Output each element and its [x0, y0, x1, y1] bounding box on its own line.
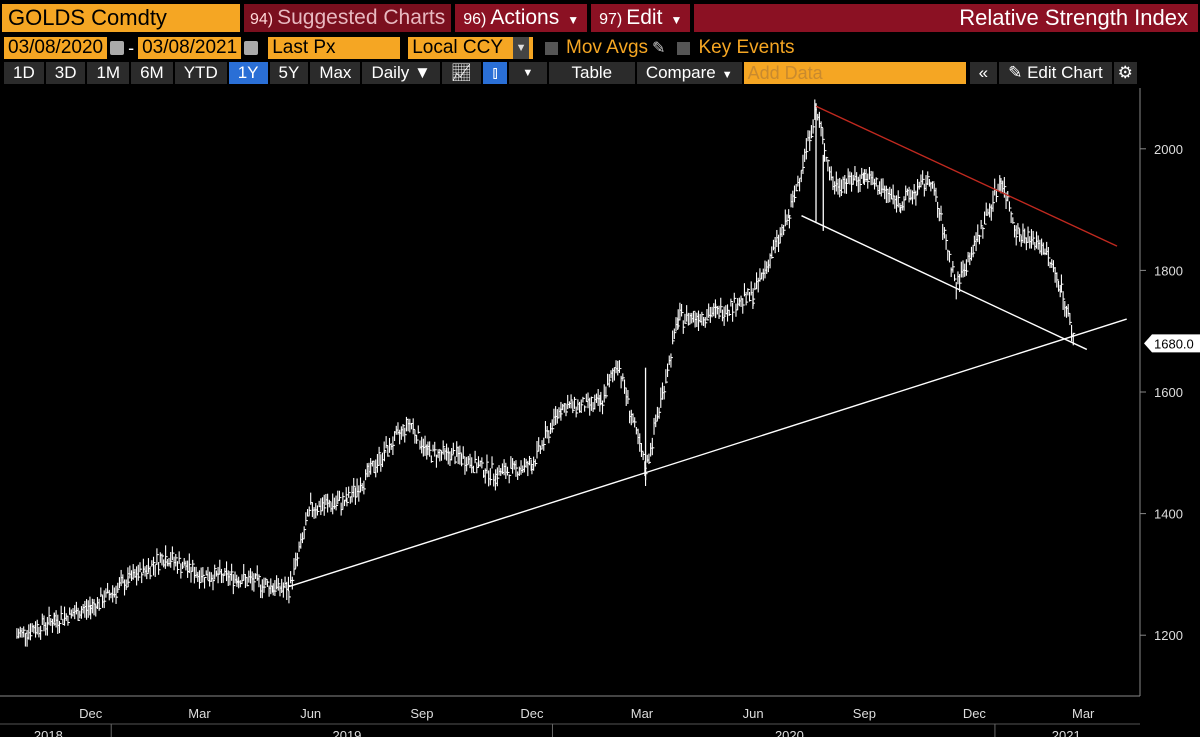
edit-chart-button[interactable]: ✎ Edit Chart [999, 62, 1112, 84]
period-dropdown[interactable]: Daily ▼ [362, 62, 440, 84]
mov-avgs-checkbox[interactable] [545, 41, 559, 55]
compare-label: Compare [645, 63, 716, 82]
edit-chart-label: Edit Chart [1027, 63, 1103, 82]
table-button[interactable]: Table [548, 62, 635, 84]
edit-button[interactable]: 97) Edit ▼ [591, 4, 691, 32]
price-chart: 1200 1400 1600 1800 2000 Dec Mar Jun Sep Dec Mar J… [0, 88, 1200, 737]
currency-dropdown[interactable]: Local CCY ▼ [408, 37, 534, 59]
actions-label: Actions [490, 6, 560, 29]
x-tick-label: Mar [188, 706, 211, 721]
suggested-charts-button[interactable]: 94) Suggested Charts [244, 4, 452, 32]
key-events-checkbox[interactable] [677, 41, 691, 55]
range-5y-button[interactable]: 5Y [269, 62, 309, 84]
x-year-label: 2018 [34, 728, 63, 737]
x-year-label: 2019 [332, 728, 361, 737]
currency-label: Local CCY [412, 37, 504, 58]
pencil-icon: ✎ [1008, 63, 1028, 82]
bar-chart-icon[interactable]: ⫾ [483, 62, 507, 84]
last-value-tag [1144, 334, 1200, 353]
compare-dropdown[interactable]: Compare ▼ [636, 62, 742, 84]
y-tick-label: 2000 [1154, 142, 1183, 157]
range-1y-button[interactable]: 1Y [228, 62, 268, 84]
y-tick-label: 1600 [1154, 385, 1183, 400]
x-year-label: 2021 [1052, 728, 1081, 737]
last-value-marker: 1680.0 [1144, 334, 1200, 353]
ticker-field[interactable]: GOLDS Comdty [2, 4, 240, 32]
chart-frame [0, 88, 1141, 697]
trendline-support[interactable] [288, 318, 1127, 588]
x-tick-label: Dec [79, 706, 103, 721]
chevron-down-icon: ▼ [513, 37, 530, 59]
date-separator: - [128, 37, 135, 58]
x-axis: Dec Mar Jun Sep Dec Mar Jun Sep Dec Mar 2018 2019 20… [0, 706, 1140, 737]
range-6m-button[interactable]: 6M [131, 62, 173, 84]
chevron-down-icon: ▼ [721, 69, 733, 81]
add-data-input[interactable]: Add Data [743, 62, 966, 84]
suggested-num: 94) [250, 11, 274, 28]
chevron-down-icon: ▼ [670, 13, 683, 27]
x-tick-label: Mar [631, 706, 654, 721]
range-1m-button[interactable]: 1M [87, 62, 130, 84]
actions-button[interactable]: 96) Actions ▼ [455, 4, 588, 32]
chevron-down-icon: ▼ [567, 13, 580, 27]
x-tick-label: Jun [743, 706, 764, 721]
pencil-icon[interactable]: ✎ [652, 40, 666, 57]
y-tick-label: 1200 [1154, 628, 1183, 643]
range-ytd-button[interactable]: YTD [174, 62, 227, 84]
trendlines [288, 105, 1127, 588]
end-date-field[interactable]: 03/08/2021 [138, 37, 242, 59]
x-year-label: 2020 [775, 728, 804, 737]
chevron-down-icon[interactable]: ▼ [508, 62, 547, 84]
gear-icon[interactable]: ⚙ [1113, 62, 1137, 84]
range-max-button[interactable]: Max [310, 62, 361, 84]
range-3d-button[interactable]: 3D [45, 62, 86, 84]
x-tick-label: Sep [853, 706, 876, 721]
field-selector[interactable]: Last Px [268, 37, 401, 59]
calendar-icon[interactable] [244, 41, 259, 55]
title-bar: GOLDS Comdty 94) Suggested Charts 96) Acti… [0, 2, 1200, 34]
params-bar: 03/08/2020 - 03/08/2021 Last Px Local CC… [0, 36, 1200, 60]
study-title: Relative Strength Index [694, 4, 1198, 32]
calendar-icon[interactable] [110, 41, 125, 55]
y-tick-label: 1800 [1154, 263, 1183, 278]
mov-avgs-label: Mov Avgs [566, 37, 649, 58]
suggested-label: Suggested Charts [277, 6, 446, 29]
last-value-label: 1680.0 [1154, 336, 1194, 351]
trendline-channel-low[interactable] [801, 215, 1088, 351]
x-tick-label: Jun [300, 706, 321, 721]
x-tick-label: Mar [1072, 706, 1095, 721]
key-events-label: Key Events [698, 37, 795, 58]
price-series [16, 99, 1076, 647]
toolbar: 1D 3D 1M 6M YTD 1Y 5Y Max Daily ▼ 📈︎ ⫾ ▼… [0, 61, 1200, 85]
line-chart-icon[interactable]: 📈︎ [441, 62, 482, 84]
x-tick-label: Sep [410, 706, 433, 721]
collapse-icon[interactable]: « [969, 62, 998, 84]
y-axis: 1200 1400 1600 1800 2000 [1140, 142, 1183, 643]
actions-num: 96) [463, 11, 487, 28]
edit-label: Edit [626, 6, 663, 29]
trendline-resistance[interactable] [815, 105, 1118, 247]
x-tick-label: Dec [963, 706, 987, 721]
edit-num: 97) [599, 11, 623, 28]
x-tick-label: Dec [520, 706, 544, 721]
start-date-field[interactable]: 03/08/2020 [4, 37, 108, 59]
y-tick-label: 1400 [1154, 507, 1183, 522]
range-1d-button[interactable]: 1D [4, 62, 44, 84]
